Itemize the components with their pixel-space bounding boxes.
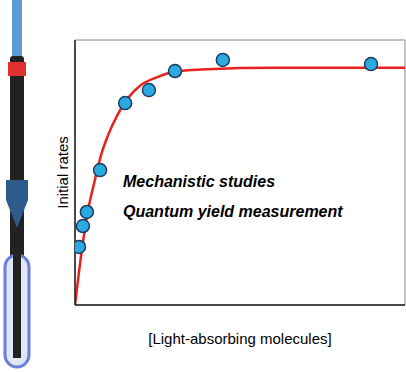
svg-text:Initial rates: Initial rates — [54, 136, 71, 209]
html-text:Quantum yield measurement: Quantum yield measurement — [123, 203, 343, 220]
html-text:Mechanistic studies: Mechanistic studies — [123, 173, 275, 190]
svg-text:[Light-absorbing molecules]: [Light-absorbing molecules] — [148, 330, 331, 347]
